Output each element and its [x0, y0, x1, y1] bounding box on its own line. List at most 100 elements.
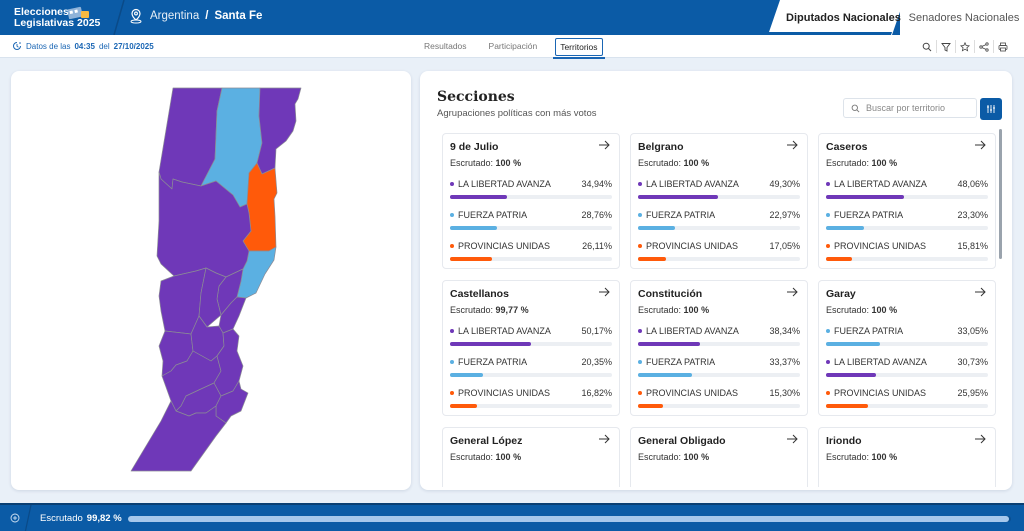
- cards-scrollbar[interactable]: [999, 129, 1002, 259]
- party-bar-track: [638, 195, 800, 199]
- party-color-dot: [638, 360, 642, 364]
- seccion-card[interactable]: General Obligado Escrutado: 100 %: [630, 427, 808, 487]
- party-color-dot: [638, 244, 642, 248]
- party-name: LA LIBERTAD AVANZA: [450, 179, 551, 189]
- seccion-card[interactable]: Iriondo Escrutado: 100 %: [818, 427, 996, 487]
- arrow-right-icon[interactable]: [786, 287, 798, 297]
- filter-button[interactable]: [936, 40, 955, 53]
- favorite-button[interactable]: [955, 40, 974, 53]
- party-label: PROVINCIAS UNIDAS: [646, 241, 739, 251]
- party-name: LA LIBERTAD AVANZA: [638, 179, 739, 189]
- seccion-card[interactable]: 9 de Julio Escrutado: 100 % LA LIBERTAD …: [442, 133, 620, 269]
- party-bar-fill: [450, 226, 497, 230]
- print-icon: [998, 42, 1008, 51]
- arrow-right-icon[interactable]: [598, 434, 610, 444]
- search-button[interactable]: [917, 40, 936, 53]
- party-color-dot: [450, 391, 454, 395]
- party-row-header: PROVINCIAS UNIDAS 26,11%: [450, 241, 612, 251]
- print-button[interactable]: [993, 40, 1012, 53]
- expand-plus-icon[interactable]: [10, 513, 20, 523]
- party-bar-track: [638, 373, 800, 377]
- party-row: FUERZA PATRIA 20,35%: [450, 357, 612, 377]
- party-bar-track: [450, 257, 612, 261]
- party-bar-fill: [638, 226, 676, 230]
- arrow-right-icon[interactable]: [598, 287, 610, 297]
- escrutado-label: Escrutado:: [450, 305, 494, 315]
- nav-resultados[interactable]: Resultados: [424, 41, 467, 51]
- territory-search-input[interactable]: [866, 103, 976, 113]
- party-row: FUERZA PATRIA 22,97%: [638, 210, 800, 230]
- escrutado-label: Escrutado:: [826, 452, 870, 462]
- party-label: FUERZA PATRIA: [646, 210, 716, 220]
- arrow-right-icon[interactable]: [974, 434, 986, 444]
- tab-senadores-nacionales[interactable]: Senadores Nacionales: [908, 12, 1020, 24]
- scrutiny-footer: Escrutado 99,82 %: [0, 503, 1024, 531]
- party-row-header: FUERZA PATRIA 22,97%: [638, 210, 800, 220]
- escrutado-label: Escrutado:: [826, 305, 870, 315]
- arrow-right-icon[interactable]: [786, 140, 798, 150]
- seccion-card[interactable]: Caseros Escrutado: 100 % LA LIBERTAD AVA…: [818, 133, 996, 269]
- party-row-header: FUERZA PATRIA 23,30%: [826, 210, 988, 220]
- party-name: LA LIBERTAD AVANZA: [638, 326, 739, 336]
- party-name: FUERZA PATRIA: [826, 210, 903, 220]
- territory-search[interactable]: [843, 98, 977, 118]
- sort-filter-button[interactable]: [980, 98, 1002, 120]
- party-percentage: 23,30%: [957, 210, 988, 220]
- card-title: Garay: [826, 288, 856, 300]
- share-button[interactable]: [974, 40, 993, 53]
- party-row: LA LIBERTAD AVANZA 50,17%: [450, 326, 612, 346]
- party-bar-fill: [450, 195, 507, 199]
- party-label: FUERZA PATRIA: [458, 210, 528, 220]
- party-row-header: LA LIBERTAD AVANZA 30,73%: [826, 357, 988, 367]
- party-color-dot: [826, 244, 830, 248]
- party-bar-track: [638, 404, 800, 408]
- timestamp-date: 27/10/2025: [113, 41, 154, 51]
- party-bar-fill: [638, 195, 718, 199]
- party-row-header: PROVINCIAS UNIDAS 16,82%: [450, 388, 612, 398]
- party-name: FUERZA PATRIA: [826, 326, 903, 336]
- party-name: FUERZA PATRIA: [450, 357, 527, 367]
- arrow-right-icon[interactable]: [974, 287, 986, 297]
- party-row: PROVINCIAS UNIDAS 15,81%: [826, 241, 988, 261]
- party-row-header: FUERZA PATRIA 33,37%: [638, 357, 800, 367]
- breadcrumb-separator: /: [205, 10, 209, 22]
- nav-territorios[interactable]: Territorios: [553, 38, 605, 59]
- escrutado-label: Escrutado:: [638, 452, 682, 462]
- panel-subtitle: Agrupaciones políticas con más votos: [437, 108, 597, 119]
- app-logo[interactable]: Elecciones Legislativas 2025: [14, 7, 100, 29]
- escrutado-total: 99,82 %: [86, 513, 122, 524]
- timestamp-prefix: Datos de las: [26, 41, 71, 51]
- card-escrutado: Escrutado: 100 %: [638, 305, 800, 315]
- arrow-right-icon[interactable]: [598, 140, 610, 150]
- breadcrumb-province: Santa Fe: [214, 10, 263, 22]
- party-bar-track: [826, 342, 988, 346]
- arrow-right-icon[interactable]: [786, 434, 798, 444]
- party-color-dot: [638, 329, 642, 333]
- card-escrutado: Escrutado: 100 %: [638, 158, 800, 168]
- seccion-card[interactable]: Constitución Escrutado: 100 % LA LIBERTA…: [630, 280, 808, 416]
- party-name: PROVINCIAS UNIDAS: [450, 388, 550, 398]
- active-tab-shape: [768, 0, 904, 35]
- seccion-card[interactable]: Belgrano Escrutado: 100 % LA LIBERTAD AV…: [630, 133, 808, 269]
- party-label: FUERZA PATRIA: [458, 357, 528, 367]
- arrow-right-icon[interactable]: [974, 140, 986, 150]
- map-region-general-lopez[interactable]: [130, 400, 227, 472]
- breadcrumb-country[interactable]: Argentina: [150, 10, 200, 22]
- seccion-card[interactable]: Castellanos Escrutado: 99,77 % LA LIBERT…: [442, 280, 620, 416]
- party-row-header: PROVINCIAS UNIDAS 17,05%: [638, 241, 800, 251]
- party-label: FUERZA PATRIA: [834, 210, 904, 220]
- seccion-card[interactable]: Garay Escrutado: 100 % FUERZA PATRIA 33,0…: [818, 280, 996, 416]
- seccion-card[interactable]: General López Escrutado: 100 %: [442, 427, 620, 487]
- party-bar-fill: [450, 342, 532, 346]
- escrutado-value: 100 %: [495, 158, 522, 168]
- party-bar-fill: [826, 404, 869, 408]
- map-region-las-colonias[interactable]: [198, 267, 227, 328]
- card-escrutado: Escrutado: 100 %: [826, 452, 988, 462]
- share-icon: [979, 41, 989, 52]
- map-region-general-obligado[interactable]: [256, 87, 302, 175]
- party-row: LA LIBERTAD AVANZA 49,30%: [638, 179, 800, 199]
- tab-diputados-nacionales[interactable]: Diputados Nacionales: [768, 0, 904, 35]
- party-percentage: 33,05%: [957, 326, 988, 336]
- party-row: LA LIBERTAD AVANZA 34,94%: [450, 179, 612, 199]
- nav-participacion[interactable]: Participación: [488, 41, 538, 51]
